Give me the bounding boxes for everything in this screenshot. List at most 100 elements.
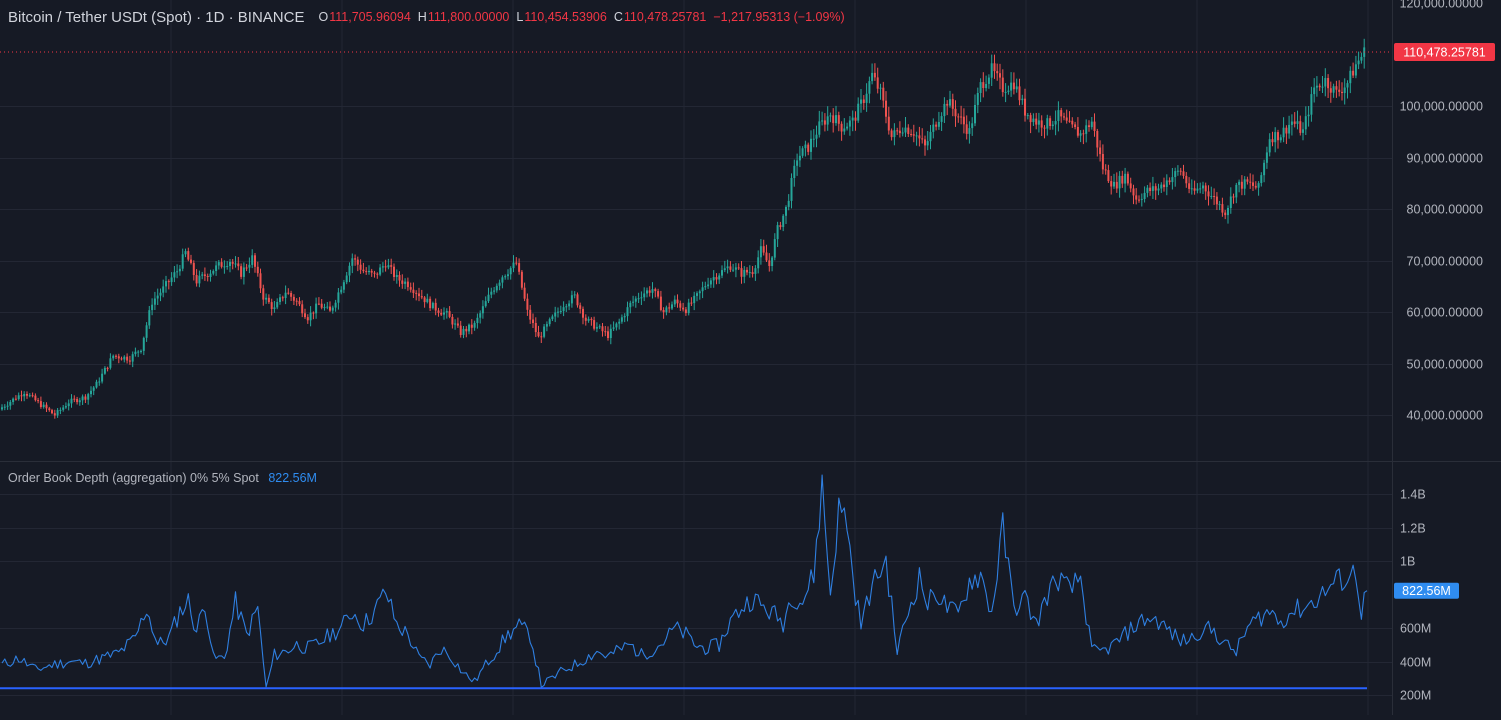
candle-up — [748, 272, 751, 274]
candlestick-series — [1, 38, 1366, 419]
candle-down — [1293, 121, 1296, 124]
candle-down — [1188, 183, 1191, 189]
candle-up — [562, 307, 565, 312]
candle-down — [1232, 196, 1235, 198]
candle-down — [409, 287, 412, 290]
candle-down — [854, 117, 857, 121]
candle-down — [203, 274, 206, 276]
candle-down — [746, 269, 748, 273]
candle-down — [1088, 125, 1090, 127]
candle-down — [128, 360, 131, 362]
candle-up — [1054, 121, 1057, 125]
candle-down — [607, 331, 609, 338]
candle-down — [312, 312, 315, 314]
candle-down — [584, 317, 587, 321]
depth-axis-tick-label: 600M — [1400, 622, 1431, 636]
candle-up — [462, 328, 465, 335]
candle-down — [1074, 124, 1077, 127]
candle-up — [59, 409, 62, 411]
candle-down — [890, 130, 893, 138]
candle-up — [665, 307, 668, 313]
candle-down — [962, 116, 965, 125]
candle-down — [262, 288, 265, 300]
candle-down — [768, 260, 771, 266]
open-value: 111,705.96094 — [329, 10, 411, 24]
candle-up — [1015, 86, 1018, 90]
symbol-title[interactable]: Bitcoin / Tether USDt (Spot) · 1D · BINA… — [8, 8, 305, 26]
candle-down — [1335, 86, 1338, 90]
price-axis-tick-label: 60,000.00000 — [1407, 306, 1484, 320]
candle-down — [690, 302, 693, 304]
candle-up — [95, 381, 98, 388]
candle-up — [1349, 70, 1352, 84]
candle-down — [1193, 188, 1196, 191]
candle-down — [465, 328, 468, 332]
candle-up — [609, 328, 612, 338]
candle-down — [295, 300, 298, 302]
candle-down — [1240, 181, 1243, 189]
candle-down — [1249, 181, 1252, 183]
candle-up — [1310, 94, 1313, 115]
candle-up — [835, 115, 837, 124]
candle-down — [76, 399, 79, 403]
candle-up — [1324, 78, 1327, 87]
candle-up — [612, 327, 615, 329]
candle-up — [1199, 188, 1202, 190]
candle-down — [187, 251, 190, 260]
candle-down — [1012, 82, 1015, 90]
candle-down — [429, 298, 432, 309]
candle-up — [1257, 183, 1260, 188]
candle-up — [723, 268, 726, 271]
candle-up — [868, 81, 871, 94]
candle-up — [103, 367, 106, 374]
low-value: 110,454.53906 — [524, 10, 607, 24]
candle-up — [1157, 188, 1160, 191]
candle-down — [1246, 179, 1249, 182]
candle-down — [960, 116, 963, 118]
candle-up — [495, 285, 498, 291]
candle-down — [192, 262, 195, 275]
candle-down — [1254, 185, 1257, 188]
candle-up — [123, 356, 126, 360]
candle-down — [601, 326, 604, 332]
candle-up — [265, 297, 268, 300]
candle-up — [223, 266, 226, 268]
candle-up — [790, 178, 793, 201]
candle-down — [254, 255, 256, 267]
candle-down — [807, 144, 810, 152]
candle-up — [145, 325, 148, 338]
candle-up — [671, 304, 673, 309]
candle-down — [898, 130, 901, 134]
candle-down — [117, 356, 120, 359]
candle-down — [957, 116, 960, 118]
candle-up — [12, 398, 15, 402]
candle-up — [426, 298, 429, 303]
candle-down — [1352, 70, 1355, 76]
candle-down — [1252, 182, 1254, 186]
candle-down — [115, 355, 117, 357]
candle-up — [865, 93, 868, 103]
indicator-legend[interactable]: Order Book Depth (aggregation) 0% 5% Spo… — [8, 471, 317, 485]
depth-axis-tick-label: 200M — [1400, 689, 1431, 703]
candle-up — [395, 275, 398, 277]
candle-up — [554, 312, 557, 317]
candle-up — [587, 318, 590, 321]
candle-up — [565, 306, 568, 308]
candle-down — [376, 273, 379, 275]
candle-up — [1171, 177, 1174, 183]
candle-down — [48, 408, 51, 411]
candle-down — [1101, 154, 1104, 170]
depth-axis-tick-label: 1.4B — [1400, 488, 1426, 502]
candle-up — [1288, 124, 1291, 134]
candle-down — [317, 303, 320, 305]
candle-down — [520, 271, 523, 288]
candle-up — [226, 266, 229, 267]
price-axis[interactable]: 120,000.00000 100,000.00000 90,000.00000 80… — [1400, 0, 1483, 703]
candle-up — [623, 316, 626, 318]
candle-up — [234, 263, 237, 265]
candle-down — [954, 108, 957, 117]
candle-up — [1196, 188, 1199, 191]
candle-down — [537, 332, 540, 337]
